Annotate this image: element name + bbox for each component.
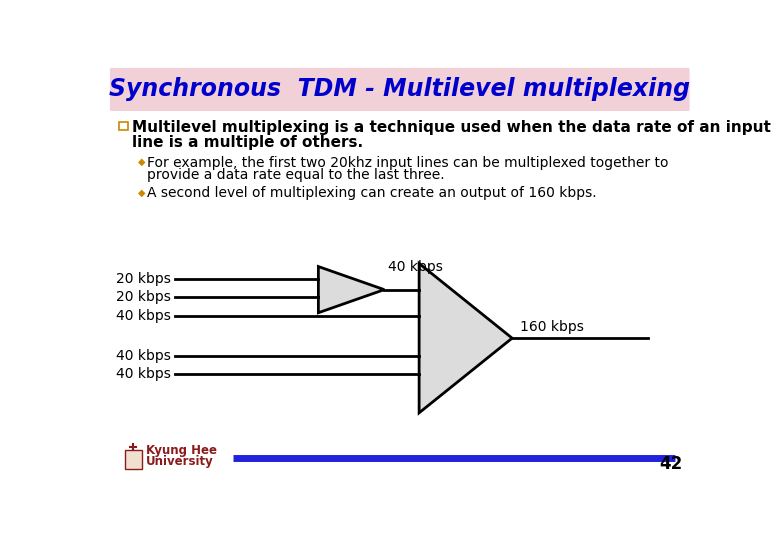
Text: line is a multiple of others.: line is a multiple of others. bbox=[133, 135, 363, 150]
Text: 42: 42 bbox=[659, 455, 682, 473]
Text: 40 kbps: 40 kbps bbox=[116, 367, 171, 381]
Text: 40 kbps: 40 kbps bbox=[388, 260, 443, 274]
FancyBboxPatch shape bbox=[110, 68, 690, 111]
Text: For example, the first two 20khz input lines can be multiplexed together to: For example, the first two 20khz input l… bbox=[147, 156, 668, 170]
Polygon shape bbox=[419, 264, 512, 413]
Text: 40 kbps: 40 kbps bbox=[116, 309, 171, 323]
Text: Kyung Hee: Kyung Hee bbox=[147, 444, 218, 457]
Bar bbox=[125, 450, 142, 469]
Text: ◆: ◆ bbox=[138, 157, 145, 167]
Text: Multilevel multiplexing is a technique used when the data rate of an input: Multilevel multiplexing is a technique u… bbox=[133, 120, 771, 135]
Text: provide a data rate equal to the last three.: provide a data rate equal to the last th… bbox=[147, 168, 445, 182]
Text: 40 kbps: 40 kbps bbox=[116, 349, 171, 363]
Text: University: University bbox=[147, 455, 214, 468]
Polygon shape bbox=[318, 267, 385, 313]
Bar bbox=[119, 122, 128, 130]
Text: ◆: ◆ bbox=[138, 188, 145, 198]
Text: 20 kbps: 20 kbps bbox=[116, 291, 171, 305]
Text: 160 kbps: 160 kbps bbox=[520, 320, 583, 334]
Text: 20 kbps: 20 kbps bbox=[116, 272, 171, 286]
Text: Synchronous  TDM - Multilevel multiplexing: Synchronous TDM - Multilevel multiplexin… bbox=[109, 77, 690, 102]
Text: A second level of multiplexing can create an output of 160 kbps.: A second level of multiplexing can creat… bbox=[147, 186, 597, 200]
